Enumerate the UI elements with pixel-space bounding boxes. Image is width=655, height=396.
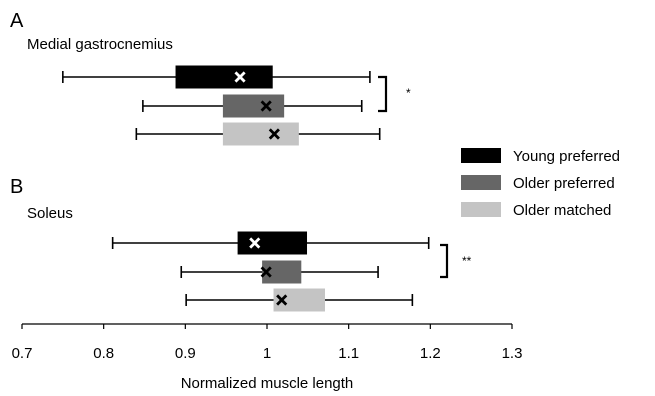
legend-label-young-preferred: Young preferred — [513, 148, 620, 165]
x-tick-label: 0.9 — [175, 345, 196, 362]
legend-swatch-older-preferred — [461, 175, 501, 190]
x-axis: 0.7 0.8 0.9 1 1.1 1.2 1.3 — [12, 323, 523, 362]
panel-a-older-preferred-iqr-box — [222, 94, 285, 118]
panel-b-older-matched-box — [185, 288, 414, 312]
x-tick-label: 0.7 — [12, 345, 33, 362]
panel-b-young-preferred-mean-marker — [249, 237, 261, 249]
panel-a-young-preferred-iqr-box — [175, 65, 273, 89]
panel-a-young-preferred-box — [62, 65, 371, 89]
panel-a-older-matched-box — [135, 122, 381, 146]
panel-b-significance-bracket — [440, 243, 449, 279]
panel-b-significance-mark: ** — [462, 254, 472, 268]
panel-a-older-preferred-box — [142, 94, 363, 118]
boxes-layer — [62, 65, 430, 312]
panel-b-older-preferred-mean-marker — [260, 266, 272, 278]
panel-a-older-matched-mean-marker — [268, 128, 280, 140]
panel-b-letter: B — [10, 176, 23, 198]
legend-swatch-young-preferred — [461, 148, 501, 163]
panel-b-older-matched-mean-marker — [276, 294, 288, 306]
panel-a-significance-bracket — [378, 75, 388, 113]
panel-b-title: Soleus — [27, 205, 73, 222]
panel-a-older-preferred-mean-marker — [260, 100, 272, 112]
x-tick-label: 1.2 — [420, 345, 441, 362]
legend: Young preferred Older preferred Older ma… — [461, 148, 620, 219]
x-tick-label: 1.1 — [338, 345, 359, 362]
legend-label-older-matched: Older matched — [513, 202, 611, 219]
panel-a-young-preferred-mean-marker — [234, 71, 246, 83]
x-tick-label: 1 — [263, 345, 271, 362]
x-tick-label: 1.3 — [502, 345, 523, 362]
panel-b-young-preferred-iqr-box — [237, 231, 308, 255]
panel-b-young-preferred-box — [111, 231, 430, 255]
panel-b-older-preferred-iqr-box — [262, 260, 302, 284]
panel-a-older-matched-iqr-box — [222, 122, 299, 146]
legend-swatch-older-matched — [461, 202, 501, 217]
significance-layer: * ** — [378, 75, 472, 279]
panel-a-significance-mark: * — [406, 86, 411, 100]
panel-a-title: Medial gastrocnemius — [27, 36, 173, 53]
panel-a-letter: A — [10, 10, 24, 32]
panel-b-older-preferred-box — [180, 260, 379, 284]
panel-b-older-matched-iqr-box — [273, 288, 325, 312]
x-axis-title: Normalized muscle length — [181, 375, 354, 392]
x-tick-label: 0.8 — [93, 345, 114, 362]
legend-label-older-preferred: Older preferred — [513, 175, 615, 192]
